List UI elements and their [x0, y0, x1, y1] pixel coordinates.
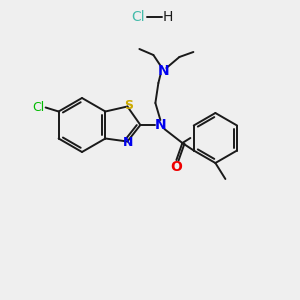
Text: S: S: [124, 99, 133, 112]
Text: H: H: [163, 10, 173, 24]
Text: Cl: Cl: [32, 101, 45, 114]
Text: O: O: [170, 160, 182, 174]
Text: N: N: [154, 118, 166, 132]
Text: N: N: [158, 64, 169, 78]
Text: N: N: [123, 136, 134, 149]
Text: Cl: Cl: [131, 10, 145, 24]
